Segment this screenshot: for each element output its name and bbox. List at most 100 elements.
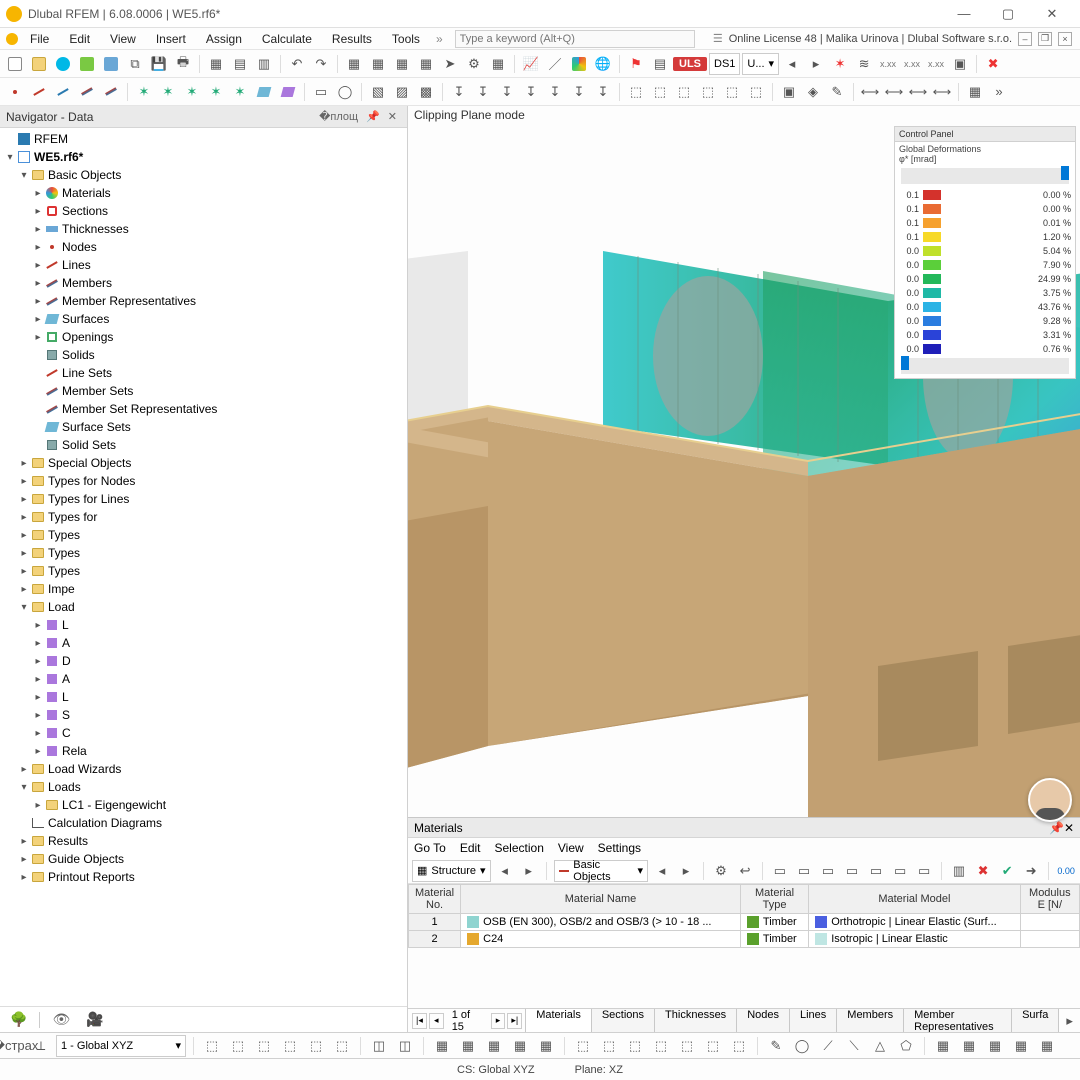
tree-item[interactable]: ▸Openings — [0, 328, 407, 346]
tree-item[interactable]: ▸Surfaces — [0, 310, 407, 328]
tb-flag[interactable]: ⚑ — [625, 53, 647, 75]
pager-next[interactable]: ▸ — [491, 1013, 506, 1029]
tb-doc3[interactable]: ▥ — [253, 53, 275, 75]
tree-item[interactable]: ▸Types for Nodes — [0, 472, 407, 490]
mat-menu-view[interactable]: View — [558, 841, 584, 855]
sb-21[interactable]: ✎ — [765, 1035, 787, 1057]
tree-item[interactable]: ▸S — [0, 706, 407, 724]
viewport-3d[interactable]: Clipping Plane mode — [408, 106, 1080, 817]
tb2-mem1[interactable] — [76, 81, 98, 103]
tb2-l2[interactable]: ↧ — [472, 81, 494, 103]
sb-2[interactable]: ⬚ — [227, 1035, 249, 1057]
tb2-l4[interactable]: ↧ — [520, 81, 542, 103]
tb2-v4[interactable]: ⬚ — [697, 81, 719, 103]
tree-item[interactable]: ▸C — [0, 724, 407, 742]
tb2-v1[interactable]: ⬚ — [625, 81, 647, 103]
tb2-l5[interactable]: ↧ — [544, 81, 566, 103]
tb2-c3[interactable]: ▩ — [415, 81, 437, 103]
pager-first[interactable]: |◂ — [412, 1013, 427, 1029]
tree-item[interactable]: Member Sets — [0, 382, 407, 400]
tb2-iso[interactable]: ◈ — [802, 81, 824, 103]
menu-edit[interactable]: Edit — [59, 30, 100, 48]
table-tab[interactable]: Nodes — [736, 1008, 790, 1032]
tb-arrow[interactable]: ➤ — [439, 53, 461, 75]
table-row[interactable]: 1 OSB (EN 300), OSB/2 and OSB/3 (> 10 - … — [409, 914, 1080, 931]
mat-t14[interactable]: 0.00 — [1056, 860, 1076, 882]
tree-item[interactable]: ▸Results — [0, 832, 407, 850]
tb2-l6[interactable]: ↧ — [568, 81, 590, 103]
sb-23[interactable]: ⟋ — [817, 1035, 839, 1057]
nav-tab-camera-icon[interactable]: 🎥 — [82, 1009, 107, 1030]
sb-8[interactable]: ◫ — [394, 1035, 416, 1057]
mat-next[interactable]: ▸ — [519, 860, 539, 882]
mat-t2[interactable]: ↩ — [735, 860, 755, 882]
tb2-g1[interactable]: ✶ — [133, 81, 155, 103]
tb-cancel[interactable]: ✖ — [982, 53, 1004, 75]
tree-item[interactable]: ▸Printout Reports — [0, 868, 407, 886]
tb-grid4[interactable]: ▦ — [415, 53, 437, 75]
table-tab[interactable]: Thicknesses — [654, 1008, 737, 1032]
tree-item[interactable]: ▸Thicknesses — [0, 220, 407, 238]
sb-4[interactable]: ⬚ — [279, 1035, 301, 1057]
menu-results[interactable]: Results — [322, 30, 382, 48]
tb2-cube[interactable]: ▣ — [778, 81, 800, 103]
mat-prev2[interactable]: ◂ — [652, 860, 672, 882]
sb-3[interactable]: ⬚ — [253, 1035, 275, 1057]
tree-item[interactable]: ▸Types for — [0, 508, 407, 526]
navigator-pin-icon[interactable]: �площ — [315, 110, 362, 123]
tb-globe[interactable]: 🌐 — [592, 53, 614, 75]
sb-30[interactable]: ▦ — [1010, 1035, 1032, 1057]
tb-line[interactable]: ／ — [544, 53, 566, 75]
tree-item[interactable]: ▸L — [0, 616, 407, 634]
sb-5[interactable]: ⬚ — [305, 1035, 327, 1057]
tree-item[interactable]: ▸A — [0, 670, 407, 688]
table-tab[interactable]: Materials — [525, 1008, 592, 1032]
tb-gear[interactable]: ⚙ — [463, 53, 485, 75]
tb2-line2[interactable] — [52, 81, 74, 103]
menu-search[interactable] — [455, 30, 695, 48]
u-combo[interactable]: U...▾ — [742, 53, 779, 75]
mat-t1[interactable]: ⚙ — [711, 860, 731, 882]
tb2-c2[interactable]: ▨ — [391, 81, 413, 103]
sb-16[interactable]: ⬚ — [624, 1035, 646, 1057]
tb-grid1[interactable]: ▦ — [343, 53, 365, 75]
navigator-close-icon[interactable]: ✕ — [384, 110, 401, 123]
tb-doc1[interactable]: ▦ — [205, 53, 227, 75]
tree-item[interactable]: ▸L — [0, 688, 407, 706]
tree-item[interactable]: ▸Types — [0, 544, 407, 562]
tb-cloud[interactable] — [52, 53, 74, 75]
cs-combo[interactable]: 1 - Global XYZ▾ — [56, 1035, 186, 1057]
mat-menu-edit[interactable]: Edit — [460, 841, 481, 855]
navigator-pin-icon[interactable]: 📌 — [362, 110, 384, 123]
tb-star[interactable]: ✶ — [829, 53, 851, 75]
tb2-mem2[interactable] — [100, 81, 122, 103]
tb2-grid[interactable]: ▦ — [964, 81, 986, 103]
tree-item[interactable]: ▸Rela — [0, 742, 407, 760]
menu-assign[interactable]: Assign — [196, 30, 252, 48]
menu-calculate[interactable]: Calculate — [252, 30, 322, 48]
tree-item[interactable]: ▸Lines — [0, 256, 407, 274]
tree-item[interactable]: Calculation Diagrams — [0, 814, 407, 832]
close-button[interactable]: ✕ — [1030, 0, 1074, 28]
search-input[interactable] — [455, 30, 695, 48]
mdi-minimize[interactable]: – — [1018, 32, 1032, 46]
mat-next2[interactable]: ▸ — [676, 860, 696, 882]
tb-script[interactable] — [100, 53, 122, 75]
tree-item[interactable]: ▾Loads — [0, 778, 407, 796]
sb-7[interactable]: ◫ — [368, 1035, 390, 1057]
tb-xx2[interactable]: x.xx — [901, 53, 923, 75]
sb-20[interactable]: ⬚ — [728, 1035, 750, 1057]
tb-undo[interactable]: ↶ — [286, 53, 308, 75]
tb-open[interactable] — [28, 53, 50, 75]
sb-28[interactable]: ▦ — [958, 1035, 980, 1057]
structure-combo[interactable]: ▦Structure▾ — [412, 860, 491, 882]
tree-item[interactable]: Surface Sets — [0, 418, 407, 436]
menu-file[interactable]: File — [20, 30, 59, 48]
mat-t9[interactable]: ▭ — [914, 860, 934, 882]
sb-12[interactable]: ▦ — [509, 1035, 531, 1057]
tree-item[interactable]: Solid Sets — [0, 436, 407, 454]
sb-13[interactable]: ▦ — [535, 1035, 557, 1057]
tree-item[interactable]: ▸Members — [0, 274, 407, 292]
tb2-g4[interactable]: ✶ — [205, 81, 227, 103]
mat-t10[interactable]: ▥ — [949, 860, 969, 882]
